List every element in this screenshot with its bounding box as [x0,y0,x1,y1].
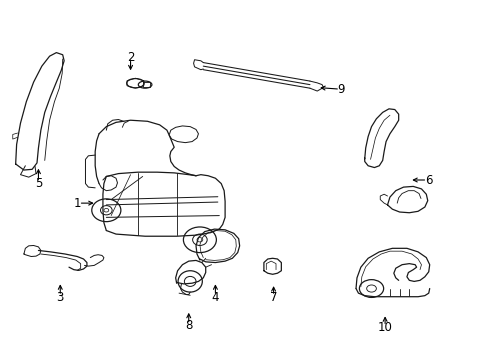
Text: 1: 1 [73,197,81,210]
Text: 6: 6 [424,174,431,186]
Text: 3: 3 [57,291,64,304]
Text: 2: 2 [126,51,134,64]
Text: 5: 5 [35,177,42,190]
Text: 9: 9 [337,83,345,96]
Text: 10: 10 [377,321,392,334]
Text: 7: 7 [269,291,277,304]
Text: 4: 4 [211,291,219,304]
Text: 8: 8 [184,319,192,332]
